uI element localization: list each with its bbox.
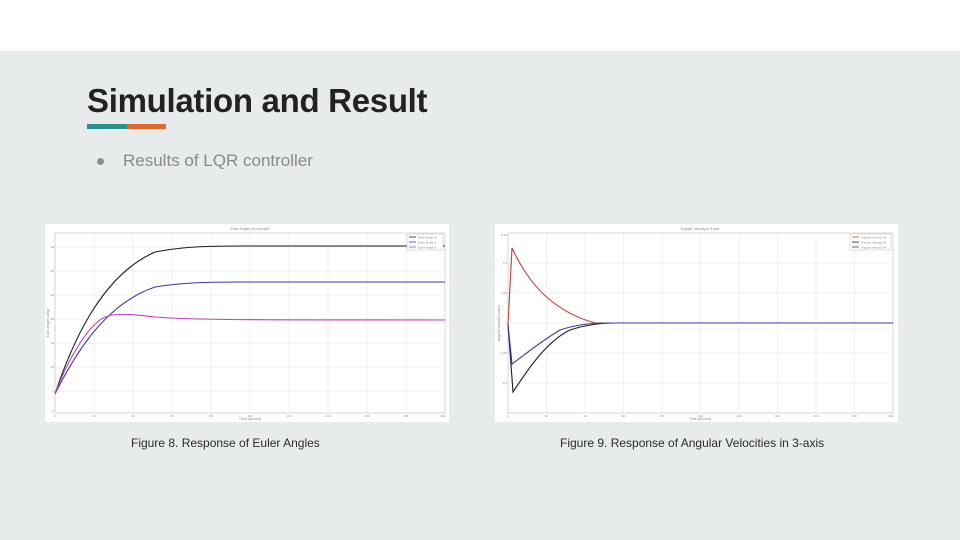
grid-lines xyxy=(55,233,445,413)
y-tick-2: 0.05 xyxy=(501,291,507,295)
y-tick-3: 20 xyxy=(51,317,55,321)
x-tick-2: 40 xyxy=(583,414,587,418)
figure-angular-velocities: Angular Velocity W Angular Velocity W An… xyxy=(495,224,898,422)
y-tick-5: -0.1 xyxy=(502,381,508,385)
figure-caption-8: Figure 8. Response of Euler Angles xyxy=(131,436,320,450)
y-tick-0: 35 xyxy=(51,245,55,249)
x-tick-9: 180 xyxy=(852,414,857,418)
series-psi-line xyxy=(54,313,446,395)
x-tick-1: 20 xyxy=(92,414,96,418)
y-tick-6: 5 xyxy=(52,389,54,393)
x-tick-0: 0 xyxy=(507,414,509,418)
y-tick-labels: 35 30 25 20 15 10 5 0 xyxy=(51,245,55,413)
euler-angles-plot: Euler Angle Φ Euler Angle θ Euler Angle … xyxy=(46,227,446,421)
plot-title: Euler Angles of controller xyxy=(231,227,271,231)
x-tick-3: 60 xyxy=(170,414,174,418)
x-tick-10: 200 xyxy=(888,414,893,418)
x-tick-labels: 0 20 40 60 80 100 120 140 160 180 200 xyxy=(54,414,446,418)
legend-entry-3: Euler Angle ψ xyxy=(418,246,436,250)
x-tick-2: 40 xyxy=(131,414,135,418)
legend-entry-2: Angular Velocity W xyxy=(861,241,886,245)
bullet-text: Results of LQR controller xyxy=(123,151,313,170)
accent-bar-orange xyxy=(127,124,166,129)
y-tick-0: 0.15 xyxy=(501,233,507,237)
y-tick-3: 0 xyxy=(505,321,507,325)
legend-entry-1: Angular Velocity W xyxy=(861,236,886,240)
x-tick-1: 20 xyxy=(545,414,549,418)
series-theta-line xyxy=(54,281,445,395)
y-tick-1: 30 xyxy=(51,269,55,273)
x-axis-label: Time (second) xyxy=(239,417,261,421)
angular-velocities-plot: Angular Velocity W Angular Velocity W An… xyxy=(497,227,894,421)
x-tick-9: 180 xyxy=(403,414,408,418)
x-tick-labels: 0 20 40 60 80 100 120 140 160 180 200 xyxy=(507,414,894,418)
x-tick-7: 140 xyxy=(775,414,780,418)
x-tick-10: 200 xyxy=(440,414,445,418)
y-tick-7: 0 xyxy=(52,409,54,413)
y-tick-2: 25 xyxy=(51,293,55,297)
legend-entry-3: Angular Velocity W xyxy=(861,246,886,250)
x-tick-0: 0 xyxy=(54,414,56,418)
accent-bar-teal xyxy=(87,124,127,129)
x-tick-5: 100 xyxy=(698,414,703,418)
x-tick-6: 120 xyxy=(736,414,741,418)
top-band xyxy=(0,0,960,51)
x-tick-8: 160 xyxy=(813,414,818,418)
figure-caption-9: Figure 9. Response of Angular Velocities… xyxy=(560,436,825,450)
y-tick-5: 10 xyxy=(51,365,55,369)
series-phi-line xyxy=(54,245,445,395)
x-tick-5: 100 xyxy=(247,414,252,418)
y-tick-1: 0.1 xyxy=(503,261,508,265)
figure-euler-angles: Euler Angle Φ Euler Angle θ Euler Angle … xyxy=(45,224,449,422)
y-axis-label: Euler Angles (deg) xyxy=(46,309,50,338)
legend-entry-2: Euler Angle θ xyxy=(418,241,436,245)
x-tick-7: 140 xyxy=(325,414,330,418)
y-tick-4: -0.05 xyxy=(500,351,507,355)
legend-box: Euler Angle Φ Euler Angle θ Euler Angle … xyxy=(406,233,444,251)
bullet-dot-icon xyxy=(97,157,104,165)
y-tick-labels: 0.15 0.1 0.05 0 -0.05 -0.1 xyxy=(500,233,507,385)
x-tick-6: 120 xyxy=(286,414,291,418)
plot-title: Angular Velocity in 3-axis xyxy=(680,227,719,231)
legend-entry-1: Euler Angle Φ xyxy=(418,236,437,240)
legend-box: Angular Velocity W Angular Velocity W An… xyxy=(849,233,892,251)
series-w3-line xyxy=(507,322,893,366)
x-axis-label: Time (second) xyxy=(689,417,711,421)
x-tick-4: 80 xyxy=(660,414,664,418)
grid-lines xyxy=(508,233,893,413)
x-tick-3: 60 xyxy=(622,414,626,418)
bullet-item: Results of LQR controller xyxy=(97,150,313,172)
series-w1-line xyxy=(507,247,893,325)
y-axis-label: Angular Velocity (rad/s) xyxy=(497,305,501,341)
y-tick-4: 15 xyxy=(51,341,55,345)
slide-title: Simulation and Result xyxy=(87,82,428,119)
x-tick-4: 80 xyxy=(209,414,213,418)
x-tick-8: 160 xyxy=(364,414,369,418)
